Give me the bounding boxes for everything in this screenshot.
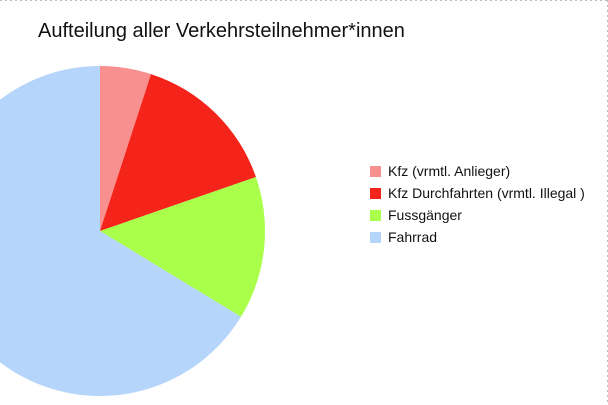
legend-label: Fahrrad: [388, 229, 438, 245]
pie-slice-4: [0, 66, 241, 396]
pie-slice-1: [100, 66, 151, 231]
chart-legend: Kfz (vrmtl. Anlieger) Kfz Durchfahrten (v…: [370, 162, 585, 250]
pie-slice-3: [100, 177, 266, 317]
legend-item: Kfz (vrmtl. Anlieger): [370, 162, 585, 180]
legend-item: Fussgänger: [370, 206, 585, 224]
legend-label: Fussgänger: [388, 207, 462, 223]
pie-slice-2: [100, 74, 256, 231]
legend-item: Fahrrad: [370, 228, 585, 246]
legend-swatch: [370, 165, 381, 177]
legend-label: Kfz Durchfahrten (vrmtl. Illegal ): [388, 185, 585, 201]
chart-title: Aufteilung aller Verkehrsteilnehmer*inne…: [38, 20, 405, 42]
legend-label: Kfz (vrmtl. Anlieger): [388, 163, 511, 179]
legend-swatch: [370, 231, 381, 243]
legend-item: Kfz Durchfahrten (vrmtl. Illegal ): [370, 184, 585, 202]
legend-swatch: [370, 187, 381, 199]
legend-swatch: [370, 209, 381, 221]
page-border-top: [0, 0, 608, 1]
